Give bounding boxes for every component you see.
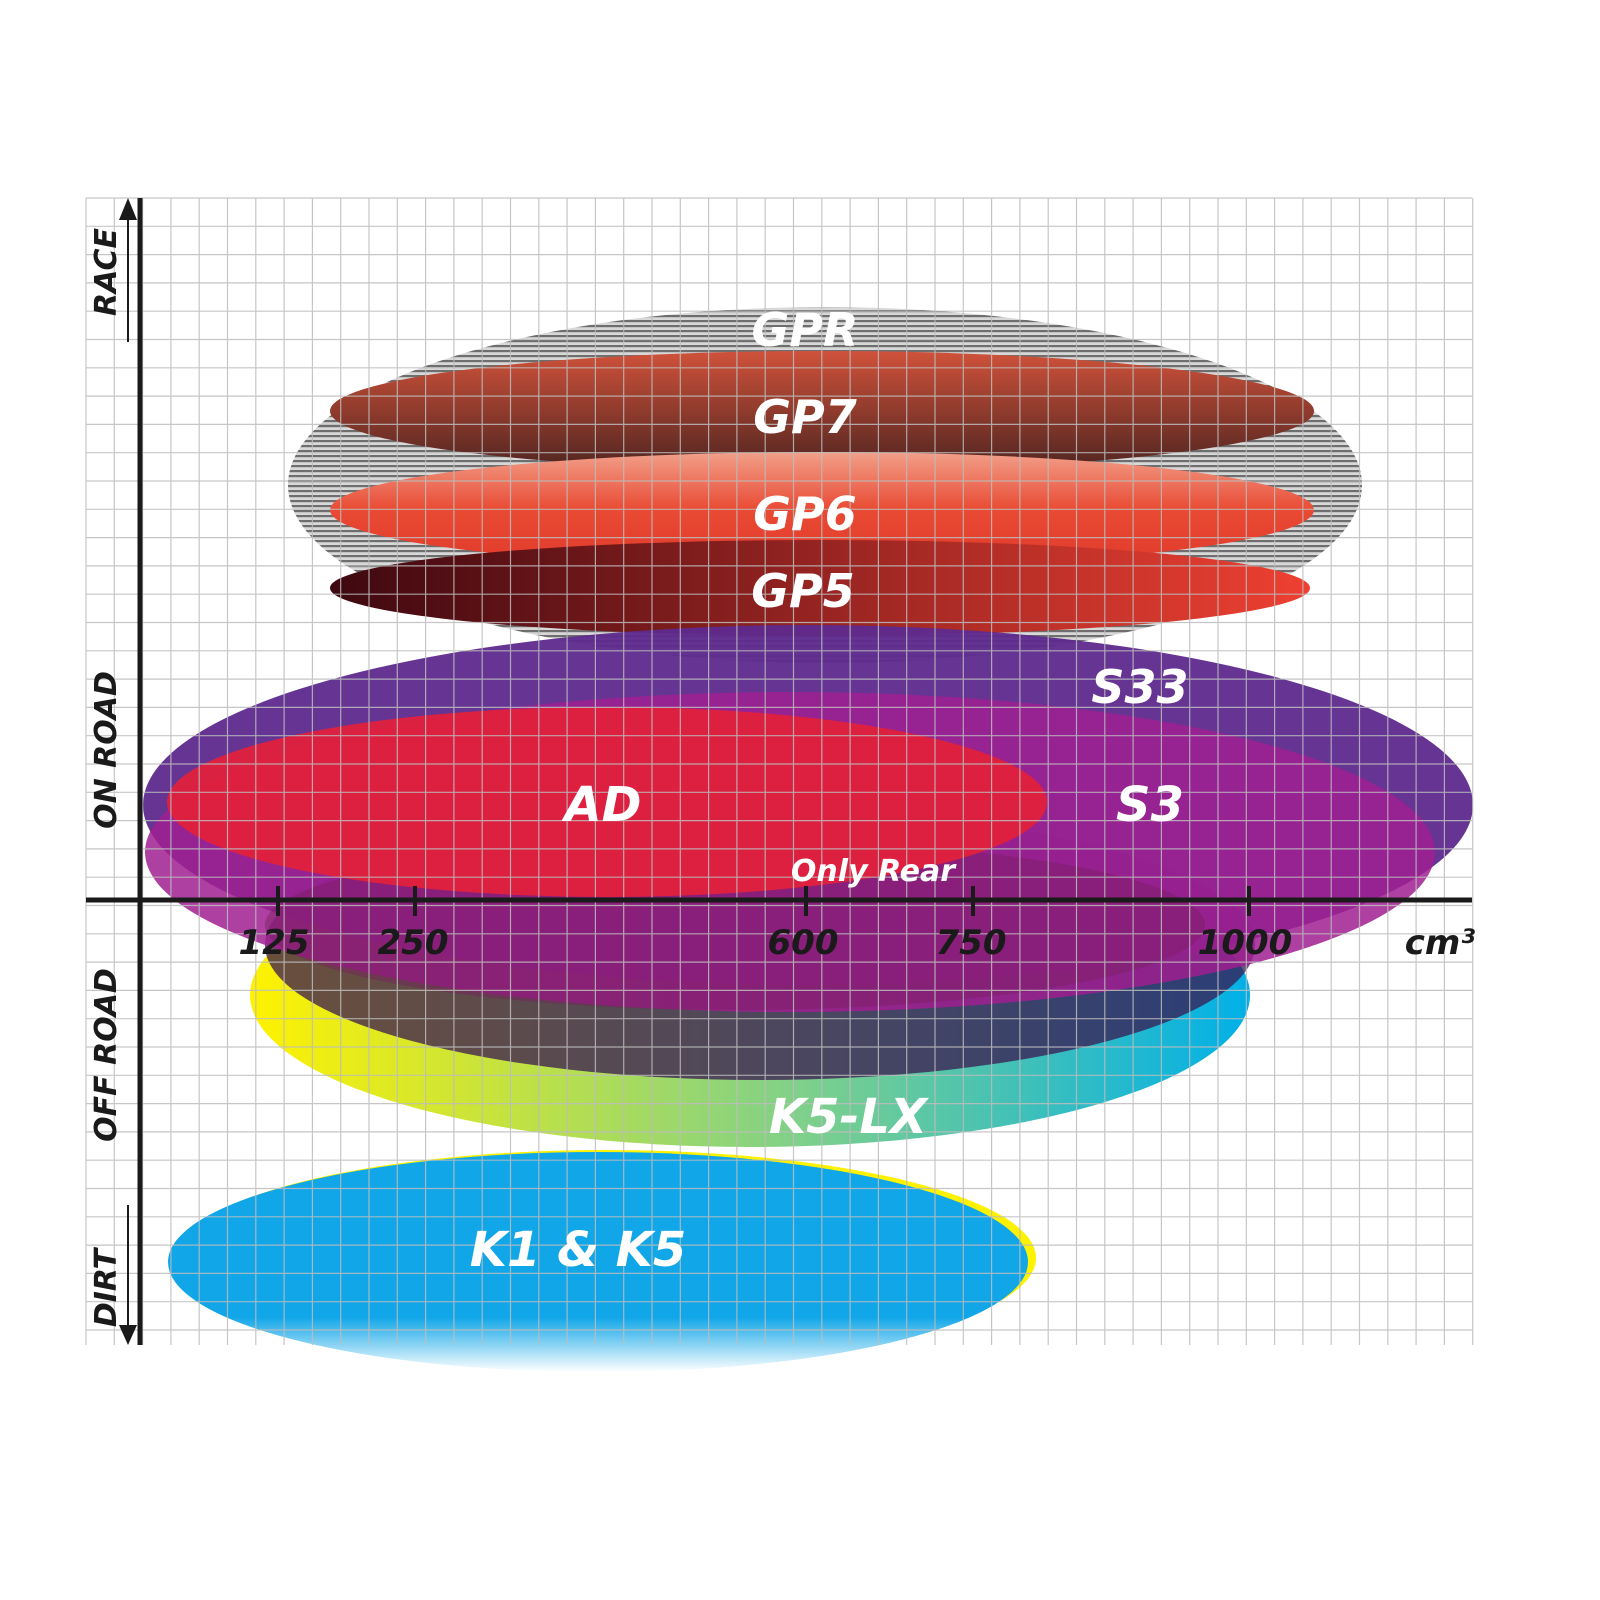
label-only-rear: Only Rear: [791, 854, 957, 889]
y-label-off-road: OFF ROAD: [89, 968, 124, 1142]
x-ticks: [276, 886, 1251, 916]
gp5-region: [330, 540, 1310, 636]
k1k5-region: [168, 1152, 1028, 1372]
x-tick-label: 125: [239, 923, 310, 963]
label-k1k5: K1 & K5: [470, 1222, 686, 1278]
x-tick-label: 1000: [1198, 923, 1293, 963]
label-gpr: GPR: [752, 303, 859, 357]
label-gp7: GP7: [753, 390, 856, 444]
up-arrow-icon: [119, 198, 137, 342]
label-s33: S33: [1091, 660, 1188, 714]
x-tick-label: 750: [936, 923, 1007, 963]
grid: [85, 197, 1474, 1345]
down-arrow-icon: [119, 1205, 137, 1345]
label-gp6: GP6: [753, 487, 856, 541]
label-k5lx: K5-LX: [769, 1089, 929, 1145]
x-axis-unit: cm³: [1405, 923, 1476, 963]
label-gp5: GP5: [751, 564, 854, 618]
label-s3: S3: [1116, 777, 1184, 833]
y-label-on-road: ON ROAD: [89, 671, 124, 829]
label-ad: AD: [561, 777, 642, 833]
y-label-race: RACE: [89, 228, 124, 316]
x-tick-label: 250: [378, 923, 449, 963]
x-tick-label: 600: [768, 923, 839, 963]
y-label-dirt: DIRT: [89, 1246, 124, 1327]
